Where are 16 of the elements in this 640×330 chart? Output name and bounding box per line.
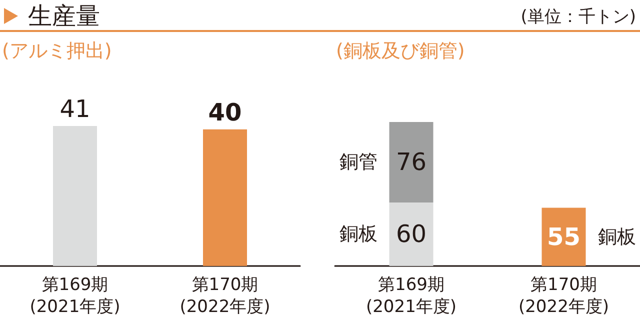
series-label: 銅板: [339, 223, 378, 246]
data-label: 60: [396, 220, 427, 248]
chart-subtitle: (アルミ押出): [2, 39, 112, 64]
x-tick-label: 第170期 (2022年度): [518, 275, 610, 317]
text: (単位：千トン): [520, 6, 636, 28]
x-tick-label: 第169期 (2021年度): [366, 275, 457, 317]
data-label: 55: [547, 222, 580, 251]
text: 銅板: [598, 226, 636, 248]
x-tick-label: 第170期 (2022年度): [180, 275, 270, 317]
data-label: 40: [208, 98, 242, 126]
x-tick-label: 第169期 (2021年度): [30, 275, 120, 317]
chart-title: 生産量: [28, 1, 100, 32]
data-label: 41: [60, 95, 90, 123]
data-label: 76: [396, 148, 427, 176]
series-label: 銅管: [339, 151, 378, 174]
chart-subtitle: (銅板及び銅管): [336, 39, 465, 64]
